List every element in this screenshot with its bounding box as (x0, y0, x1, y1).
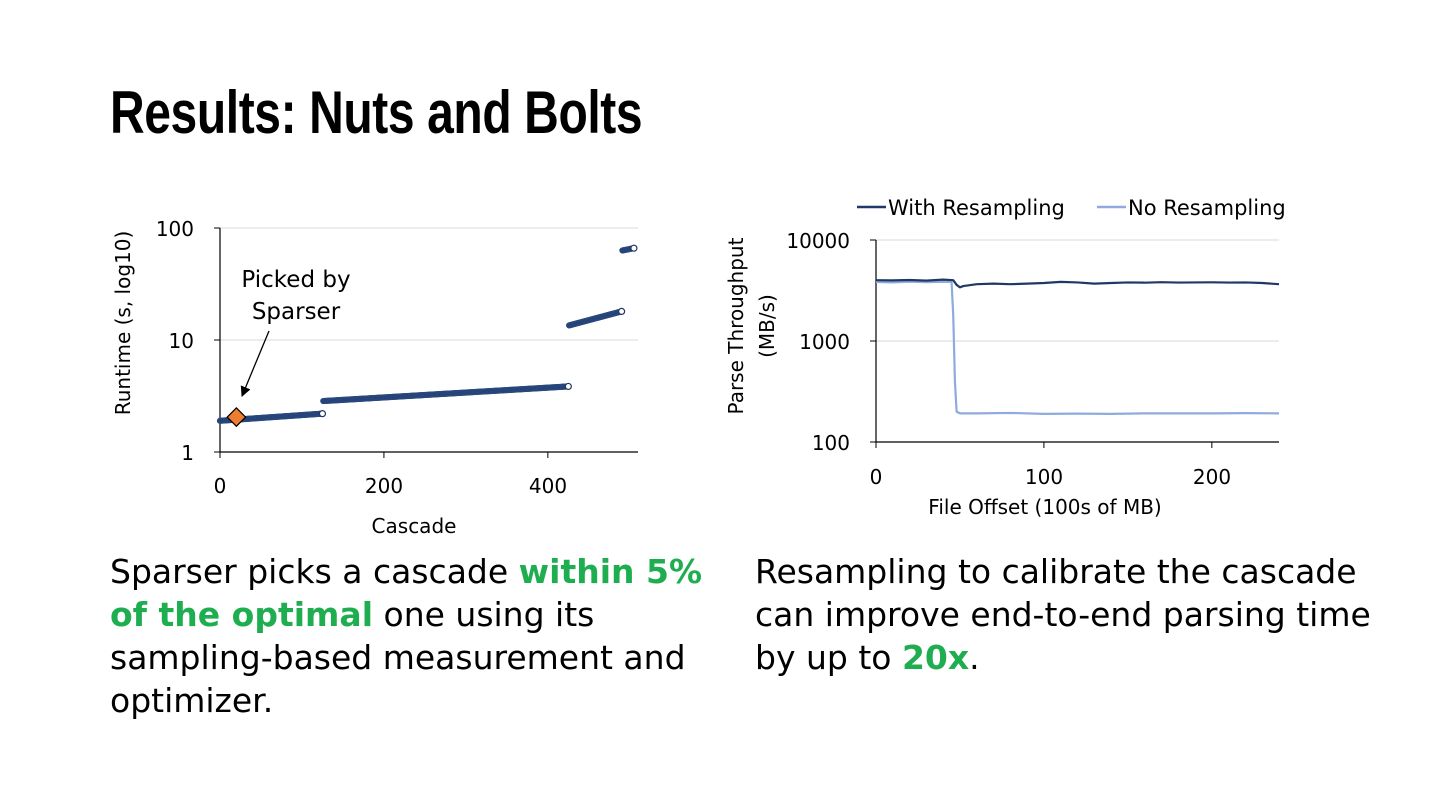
runtime-data-point (618, 307, 626, 316)
runtime-y-tick-1: 1 (181, 441, 194, 465)
throughput-y-axis-title-line-2: (MB/s) (755, 294, 779, 358)
annotation-line-1: Picked by (241, 267, 350, 293)
caption-right-text-2: . (969, 638, 980, 677)
runtime-x-axis-title: Cascade (372, 514, 457, 538)
runtime-y-axis-title: Runtime (s, log10) (111, 231, 135, 416)
throughput-x-tick-100: 100 (1025, 465, 1063, 489)
caption-right-highlight: 20x (901, 638, 970, 677)
caption-left-highlight: within 5% of the optimal (110, 552, 703, 634)
picked-cascade-marker (226, 407, 247, 428)
annotation-line-2: Sparser (252, 299, 341, 325)
runtime-x-tick-400: 400 (529, 474, 567, 498)
annotation-arrow (240, 330, 270, 397)
caption-left-text-1: Sparser picks a cascade (110, 552, 519, 591)
runtime-data-point (318, 410, 327, 418)
runtime-chart: 1 10 100 0 200 400 Cascade Runtime (s, l… (111, 217, 638, 538)
caption-right: Resampling to calibrate the cascade can … (755, 550, 1405, 679)
throughput-x-tick-0: 0 (870, 465, 883, 489)
throughput-y-tick-1000: 1000 (799, 330, 850, 354)
runtime-y-tick-10: 10 (169, 329, 194, 353)
throughput-chart: 100 1000 10000 0 100 200 File Offset (10… (724, 196, 1286, 519)
throughput-y-tick-100: 100 (812, 431, 850, 455)
slide-title: Results: Nuts and Bolts (110, 79, 643, 146)
series-line-no-resampling (875, 280, 1280, 415)
runtime-x-tick-200: 200 (365, 474, 403, 498)
runtime-data-point (564, 382, 572, 391)
caption-left: Sparser picks a cascade within 5% of the… (110, 550, 720, 722)
runtime-y-tick-100: 100 (156, 217, 194, 241)
caption-right-text-1: Resampling to calibrate the cascade can … (755, 552, 1371, 677)
throughput-y-axis-title-line-1: Parse Throughput (724, 237, 748, 414)
legend: With Resampling No Resampling (857, 196, 1286, 220)
runtime-x-tick-0: 0 (214, 474, 227, 498)
throughput-y-tick-10000: 10000 (786, 229, 850, 253)
runtime-data-point (630, 244, 638, 252)
legend-label-with-resampling: With Resampling (888, 196, 1065, 220)
legend-label-no-resampling: No Resampling (1128, 196, 1286, 220)
series-line-with-resampling (875, 278, 1280, 289)
throughput-x-axis-title: File Offset (100s of MB) (928, 495, 1161, 519)
throughput-x-tick-200: 200 (1193, 465, 1231, 489)
caption-left-text-2: one using its sampling-based measurement… (110, 595, 686, 720)
